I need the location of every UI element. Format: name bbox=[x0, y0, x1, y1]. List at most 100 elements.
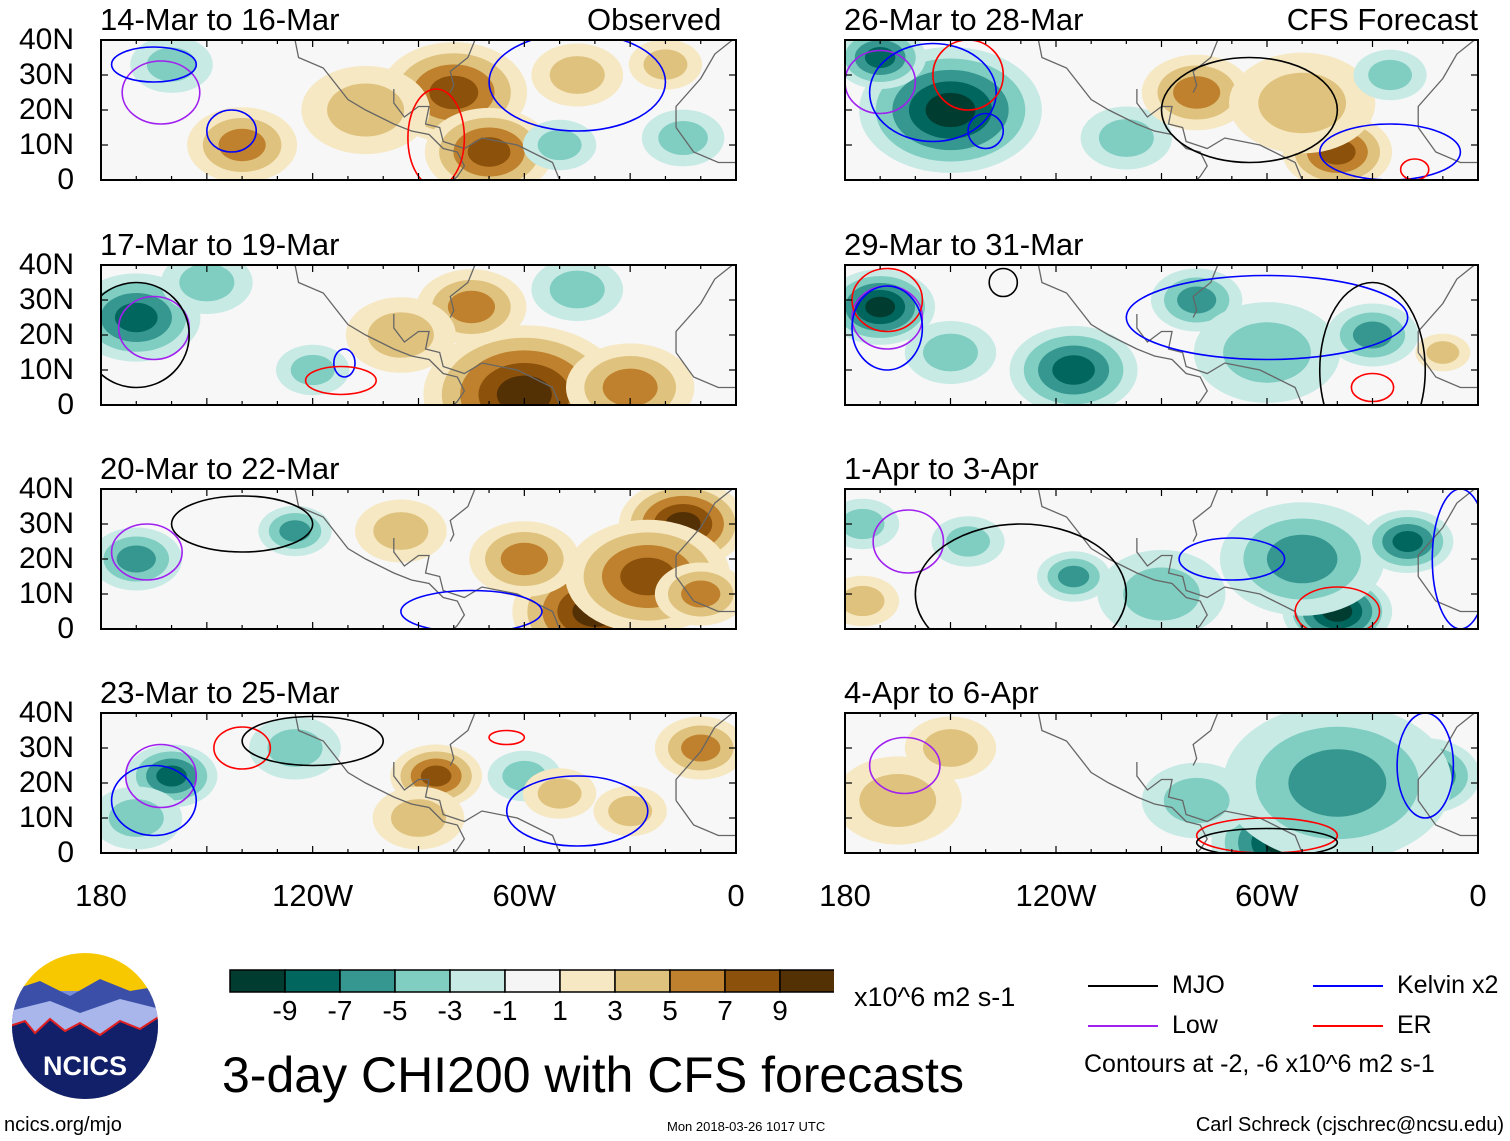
er-contour bbox=[932, 40, 1005, 111]
figure-title: 3-day CHI200 with CFS forecasts bbox=[222, 1047, 964, 1103]
mjo-contour bbox=[170, 495, 314, 553]
anomaly-region bbox=[420, 765, 452, 787]
colorbar-swatch bbox=[339, 969, 396, 993]
panel-title: 1-Apr to 3-Apr bbox=[844, 451, 1039, 486]
footer-url[interactable]: ncics.org/mjo bbox=[4, 1114, 122, 1136]
mjo-contour bbox=[101, 281, 190, 389]
anomaly-region bbox=[500, 542, 548, 576]
colorbar-tick-label: 7 bbox=[717, 995, 733, 1026]
kelvin-contour bbox=[851, 285, 924, 371]
coastline bbox=[294, 265, 466, 405]
anomaly-region bbox=[923, 729, 978, 767]
lon-tick-label: 120W bbox=[1015, 878, 1097, 913]
coastline bbox=[449, 489, 476, 542]
lat-tick-label: 30N bbox=[18, 507, 74, 540]
units-label: x10^6 m2 s-1 bbox=[854, 982, 1016, 1012]
lat-tick-label: 0 bbox=[57, 163, 74, 196]
timestamp: Mon 2018-03-26 1017 UTC bbox=[667, 1119, 826, 1134]
colorbar-tick-label: 3 bbox=[607, 995, 623, 1026]
coastline bbox=[1192, 489, 1219, 542]
panel-title: 17-Mar to 19-Mar bbox=[100, 227, 340, 262]
colorbar bbox=[229, 969, 834, 993]
lon-tick-label: 120W bbox=[272, 878, 354, 913]
legend-line-mjo bbox=[1088, 985, 1158, 987]
coastline bbox=[675, 489, 733, 577]
anomaly-region bbox=[1177, 286, 1217, 314]
coastline bbox=[1417, 40, 1475, 128]
anomaly-region bbox=[864, 47, 896, 68]
coastline bbox=[1037, 713, 1208, 853]
colorbar-tick-label: -9 bbox=[272, 995, 298, 1026]
coastline bbox=[1417, 127, 1478, 164]
colorbar-swatch bbox=[504, 969, 561, 993]
anomaly-region bbox=[496, 375, 552, 405]
colorbar-tick-label: -7 bbox=[327, 995, 353, 1026]
kelvin-contour bbox=[1431, 489, 1478, 629]
lat-tick-label: 20N bbox=[18, 542, 74, 575]
anomaly-region bbox=[549, 270, 605, 309]
colorbar-swatch bbox=[614, 969, 671, 993]
kelvin-contour bbox=[868, 42, 998, 143]
anomaly-region bbox=[156, 765, 187, 787]
lon-tick-label: 0 bbox=[727, 878, 745, 913]
ncics-logo: NCICS bbox=[12, 953, 158, 1099]
contour-note: Contours at -2, -6 x10^6 m2 s-1 bbox=[1084, 1050, 1435, 1078]
kelvin-contour bbox=[967, 112, 1005, 150]
colorbar-swatch bbox=[284, 969, 341, 993]
colorbar-tick-label: -3 bbox=[437, 995, 463, 1026]
lon-tick-label: 180 bbox=[819, 878, 871, 913]
coastline bbox=[449, 265, 476, 318]
kelvin-contour bbox=[1396, 713, 1455, 819]
lat-tick-label: 20N bbox=[18, 766, 74, 799]
panel-title: 23-Mar to 25-Mar bbox=[100, 675, 340, 710]
coastline bbox=[675, 713, 733, 801]
lat-tick-label: 30N bbox=[18, 283, 74, 316]
lat-tick-label: 20N bbox=[18, 318, 74, 351]
low-contour bbox=[124, 743, 198, 809]
coastline bbox=[1417, 352, 1478, 389]
er-contour bbox=[213, 726, 272, 770]
legend-label: MJO bbox=[1172, 971, 1225, 999]
anomaly-region bbox=[267, 729, 323, 767]
coastline bbox=[393, 89, 561, 180]
lon-tick-label: 60W bbox=[492, 878, 557, 913]
anomaly-region bbox=[925, 92, 976, 128]
coastline bbox=[675, 352, 736, 389]
map-panel bbox=[100, 712, 737, 854]
panel-title: 4-Apr to 6-Apr bbox=[844, 675, 1039, 710]
anomaly-region bbox=[1266, 534, 1338, 584]
anomaly-region bbox=[373, 512, 429, 550]
anomaly-region bbox=[859, 774, 937, 827]
panel-title: 26-Mar to 28-Mar bbox=[844, 2, 1084, 37]
mjo-contour bbox=[1318, 281, 1427, 405]
legend-label: Kelvin x2 bbox=[1397, 971, 1499, 999]
colorbar-tick-label: 5 bbox=[662, 995, 678, 1026]
coastline bbox=[1037, 265, 1208, 405]
coastline bbox=[294, 713, 466, 853]
coastline bbox=[1037, 40, 1208, 180]
map-panel bbox=[844, 39, 1479, 181]
anomaly-region bbox=[1173, 76, 1221, 109]
anomaly-region bbox=[279, 520, 311, 542]
anomaly-region bbox=[643, 49, 688, 80]
kelvin-contour bbox=[488, 40, 667, 132]
kelvin-contour bbox=[1318, 123, 1462, 180]
anomaly-region bbox=[1426, 341, 1460, 364]
colorbar-swatch bbox=[724, 969, 781, 993]
author-credit: Carl Schreck (cjschrec@ncsu.edu) bbox=[1195, 1114, 1504, 1136]
er-contour bbox=[488, 729, 526, 746]
coastline bbox=[1136, 538, 1303, 629]
er-contour bbox=[1195, 817, 1339, 853]
anomaly-region bbox=[179, 265, 235, 302]
legend-label: ER bbox=[1397, 1011, 1432, 1039]
anomaly-region bbox=[602, 368, 658, 405]
kelvin-contour bbox=[1178, 537, 1286, 581]
anomaly-region bbox=[447, 290, 496, 324]
map-panel bbox=[844, 488, 1479, 630]
coastline bbox=[393, 538, 561, 629]
anomaly-region bbox=[116, 545, 156, 573]
lat-tick-label: 20N bbox=[18, 93, 74, 126]
colorbar-swatch bbox=[394, 969, 451, 993]
legend-line-kelvin bbox=[1313, 985, 1383, 987]
